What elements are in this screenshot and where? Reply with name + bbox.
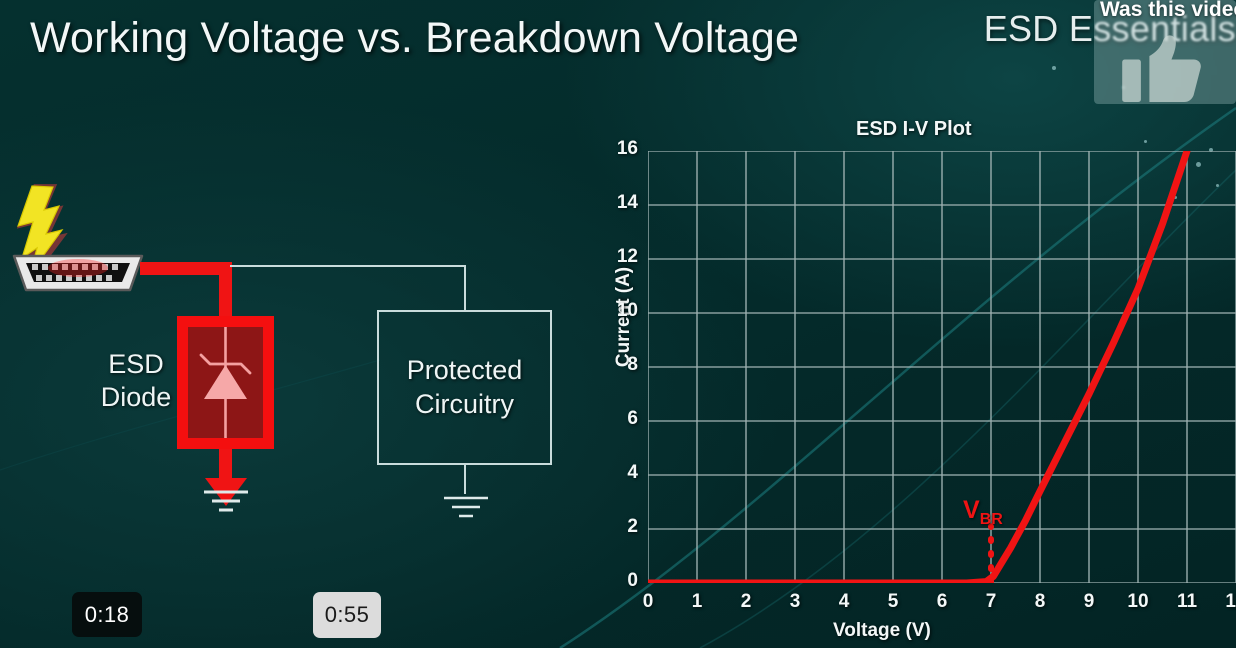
particle-dot: [1196, 162, 1201, 167]
particle-dot: [1209, 148, 1213, 152]
protected-circuitry-label: Protected Circuitry: [406, 355, 523, 419]
particle-dot: [1052, 66, 1056, 70]
chart-series-line: [648, 151, 1191, 583]
chart-x-tick: 2: [740, 591, 752, 612]
esd-diode-label: ESD Diode: [100, 349, 172, 413]
chart-x-tick: 0: [642, 591, 654, 612]
chart-x-tick: 10: [1127, 591, 1149, 612]
page-title: Working Voltage vs. Breakdown Voltage: [30, 14, 800, 62]
surge-wire-horizontal: [140, 262, 230, 275]
particle-dot: [1216, 184, 1219, 187]
vbr-sub: BR: [979, 511, 1003, 529]
signal-wire-horizontal: [230, 265, 466, 267]
hdmi-connector-icon: [12, 254, 144, 292]
diode-ground-wire: [219, 444, 232, 488]
current-timestamp-badge[interactable]: 0:18: [72, 592, 142, 637]
chart-x-tick: 11: [1176, 591, 1198, 612]
chart-y-tick: 8: [627, 354, 638, 375]
total-timestamp-badge[interactable]: 0:55: [313, 592, 381, 638]
chart-y-tick: 14: [616, 192, 638, 213]
chart-plot-area: [648, 151, 1236, 583]
chart-y-tick: 16: [616, 138, 638, 159]
chart-y-tick: 6: [627, 408, 638, 429]
ground-symbol-icon: [444, 496, 488, 518]
chart-title: ESD I-V Plot: [856, 118, 972, 140]
chart-x-tick: 9: [1083, 591, 1095, 612]
chart-x-tick: 7: [985, 591, 997, 612]
feedback-overlay[interactable]: Was this video helpful?: [1094, 0, 1236, 104]
ground-symbol-icon: [204, 490, 248, 512]
surge-wire-vertical: [219, 262, 232, 320]
chart-x-tick: 4: [838, 591, 850, 612]
feedback-question: Was this video helpful?: [1100, 0, 1236, 21]
protected-circuitry-block[interactable]: Protected Circuitry: [377, 310, 552, 465]
zener-tvs-diode-icon: [199, 327, 252, 438]
particle-dot: [1174, 196, 1177, 199]
esd-diode-component[interactable]: [177, 316, 274, 449]
protected-ground-wire: [464, 464, 466, 494]
breakdown-voltage-annotation: VBR: [963, 496, 1003, 529]
chart-x-tick: 3: [789, 591, 801, 612]
chart-y-tick: 2: [627, 516, 638, 537]
chart-x-tick: 8: [1034, 591, 1046, 612]
chart-x-axis-label: Voltage (V): [833, 620, 931, 641]
chart-y-tick: 4: [627, 462, 638, 483]
chart-x-tick: 5: [887, 591, 899, 612]
signal-wire-vertical: [464, 265, 466, 311]
chart-y-tick: 10: [616, 300, 638, 321]
vbr-main: V: [963, 496, 980, 525]
particle-dot: [1144, 140, 1147, 143]
thumbs-up-icon[interactable]: [1120, 34, 1206, 102]
chart-x-tick: 1: [691, 591, 703, 612]
chart-y-tick: 0: [627, 570, 638, 591]
chart-x-tick: 12: [1225, 591, 1236, 612]
chart-y-tick: 12: [616, 246, 638, 267]
chart-x-tick: 6: [936, 591, 948, 612]
